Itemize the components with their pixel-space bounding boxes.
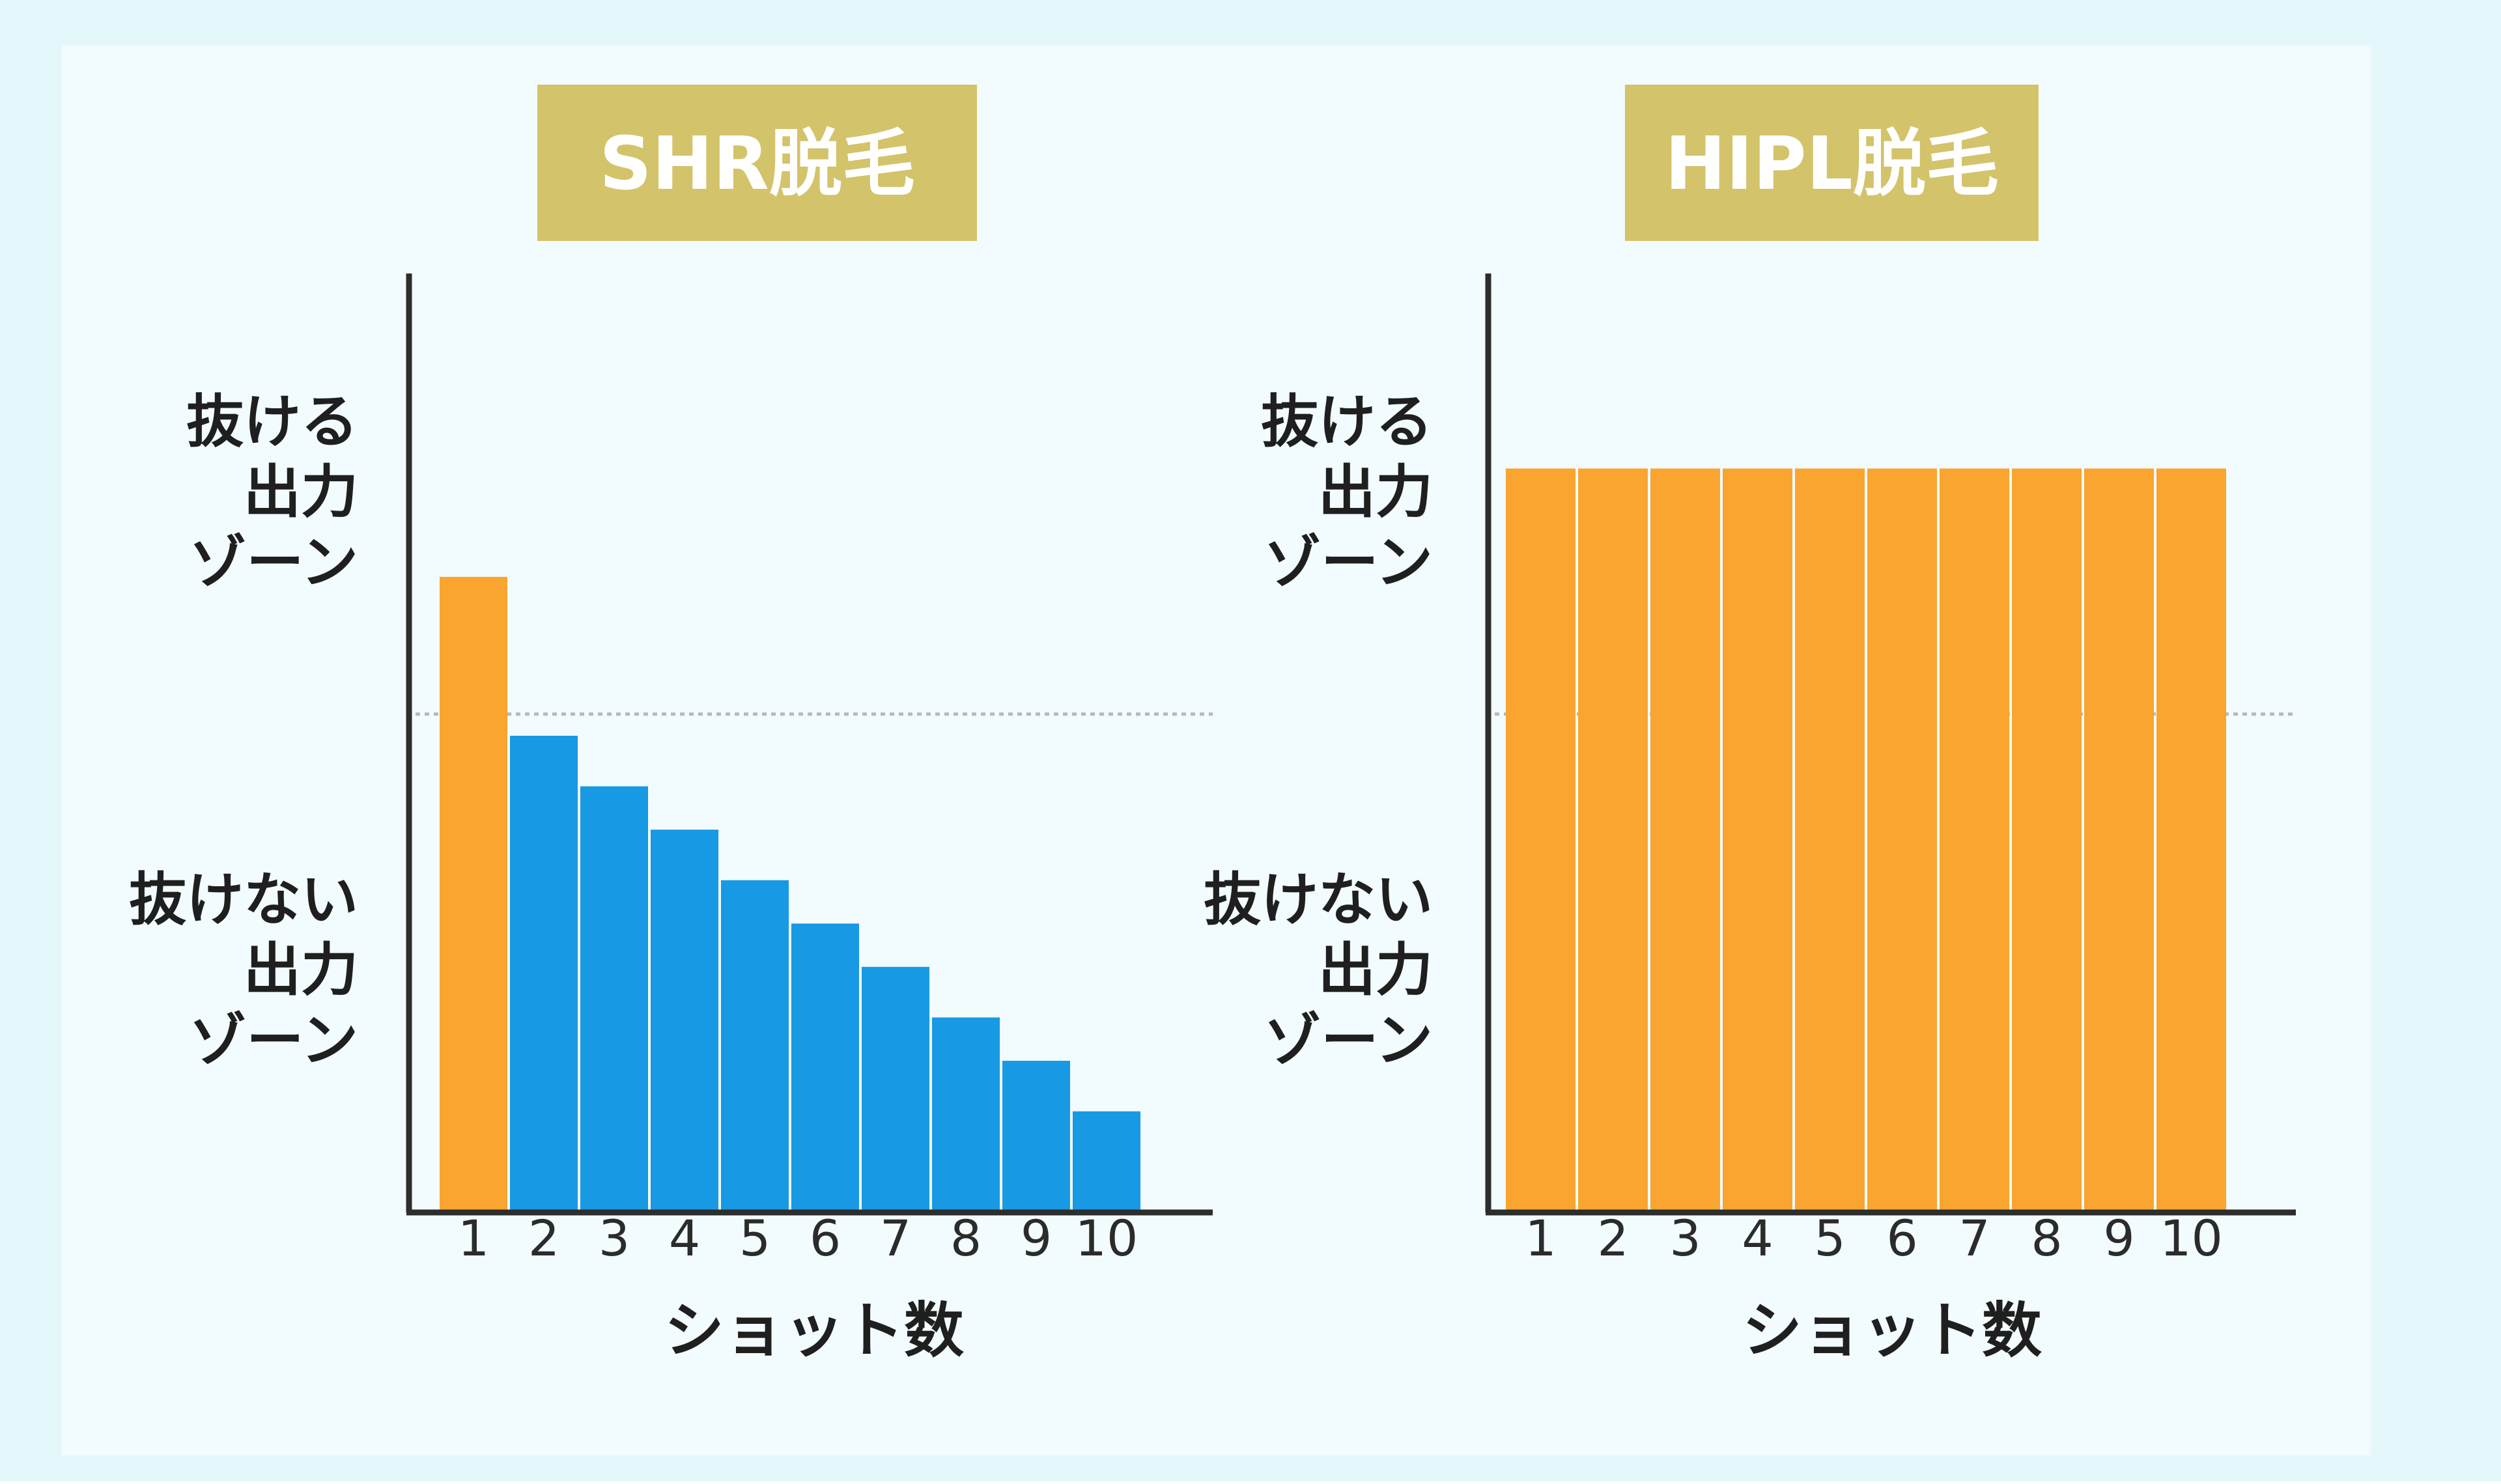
bar-2 — [510, 735, 578, 1212]
upper-zone-label: 抜ける — [1261, 388, 1433, 455]
x-tick-label: 10 — [1075, 1209, 1138, 1267]
x-tick-label: 7 — [1958, 1209, 1990, 1267]
bar-2 — [1578, 468, 1648, 1212]
x-tick-label: 1 — [1525, 1209, 1556, 1267]
bar-7 — [1940, 468, 2009, 1212]
lower-zone-label: 出力 — [244, 936, 358, 1003]
bar-3 — [580, 786, 648, 1212]
x-tick-label: 6 — [1886, 1209, 1917, 1267]
x-axis-label: ショット数 — [1742, 1296, 2042, 1365]
x-tick-label: 2 — [1597, 1209, 1628, 1267]
x-tick-label: 8 — [950, 1209, 982, 1267]
x-tick-label: 2 — [528, 1209, 559, 1267]
bar-10 — [2156, 468, 2226, 1212]
bar-10 — [1073, 1111, 1140, 1212]
bar-5 — [721, 880, 789, 1212]
x-tick-label: 3 — [599, 1209, 630, 1267]
x-tick-label: 4 — [669, 1209, 700, 1267]
x-tick-label: 3 — [1669, 1209, 1701, 1267]
chart-title-box — [537, 85, 977, 241]
lower-zone-label: 抜けない — [129, 866, 358, 933]
upper-zone-label: 出力 — [244, 458, 358, 525]
x-tick-label: 4 — [1742, 1209, 1773, 1267]
x-tick-label: 7 — [880, 1209, 911, 1267]
bar-6 — [1867, 468, 1937, 1212]
lower-zone-label: 抜けない — [1204, 866, 1433, 933]
x-tick-label: 9 — [2103, 1209, 2134, 1267]
bar-8 — [2012, 468, 2082, 1212]
x-tick-label: 5 — [739, 1209, 770, 1267]
upper-zone-label: ゾーン — [189, 529, 358, 596]
upper-zone-label: 抜ける — [186, 388, 358, 455]
bar-4 — [651, 830, 718, 1212]
bar-7 — [862, 966, 929, 1212]
bar-3 — [1650, 468, 1720, 1212]
bar-9 — [2084, 468, 2154, 1212]
x-tick-label: 8 — [2031, 1209, 2062, 1267]
x-tick-label: 5 — [1814, 1209, 1845, 1267]
upper-zone-label: 出力 — [1318, 458, 1433, 525]
bar-4 — [1723, 468, 1792, 1212]
lower-zone-label: 出力 — [1318, 936, 1433, 1003]
chart-title-box — [1625, 85, 2039, 241]
bar-8 — [932, 1017, 1000, 1212]
x-tick-label: 9 — [1021, 1209, 1052, 1267]
bar-6 — [791, 923, 859, 1212]
chart-title: HIPL脱毛 — [1665, 122, 1999, 206]
chart-title: SHR脱毛 — [599, 122, 915, 206]
bar-5 — [1795, 468, 1865, 1212]
bar-9 — [1002, 1061, 1070, 1212]
bar-1 — [440, 576, 507, 1212]
lower-zone-label: ゾーン — [1264, 1007, 1433, 1074]
upper-zone-label: ゾーン — [1264, 529, 1433, 596]
lower-zone-label: ゾーン — [189, 1007, 358, 1074]
bar-1 — [1506, 468, 1575, 1212]
x-tick-label: 1 — [458, 1209, 489, 1267]
x-tick-label: 10 — [2160, 1209, 2223, 1267]
x-axis-label: ショット数 — [664, 1296, 964, 1365]
x-tick-label: 6 — [810, 1209, 841, 1267]
